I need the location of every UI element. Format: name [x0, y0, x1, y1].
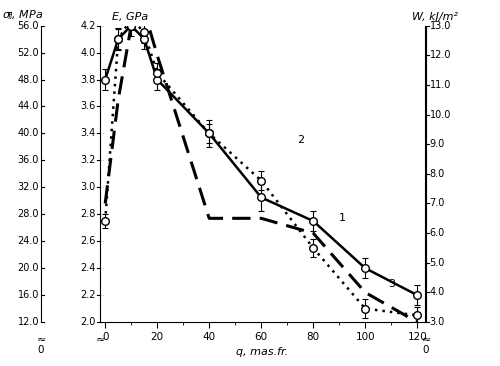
Text: $\sigma_{\!f\!l}$, MPa: $\sigma_{\!f\!l}$, MPa — [2, 8, 43, 22]
X-axis label: q, mas.fr.: q, mas.fr. — [236, 347, 288, 356]
Text: 9.0: 9.0 — [430, 139, 445, 149]
Text: 1: 1 — [339, 213, 346, 223]
Text: 44.0: 44.0 — [18, 101, 39, 112]
Text: 4.2: 4.2 — [80, 20, 96, 31]
Text: 28.0: 28.0 — [18, 209, 39, 219]
Text: 4.0: 4.0 — [80, 48, 96, 57]
Text: 3.8: 3.8 — [80, 75, 96, 85]
Text: 3.2: 3.2 — [80, 156, 96, 165]
Text: 3.0: 3.0 — [80, 182, 96, 192]
Text: 6.0: 6.0 — [430, 228, 445, 238]
Text: 40.0: 40.0 — [18, 128, 39, 138]
Text: 11.0: 11.0 — [430, 80, 451, 90]
Text: 48.0: 48.0 — [18, 75, 39, 85]
Text: 36.0: 36.0 — [18, 156, 39, 165]
Text: 10.0: 10.0 — [430, 109, 451, 120]
Text: 8.0: 8.0 — [430, 169, 445, 179]
Text: 2.6: 2.6 — [80, 236, 96, 246]
Text: E, GPa: E, GPa — [112, 12, 149, 22]
Text: $\approx$: $\approx$ — [94, 333, 106, 344]
Text: 0: 0 — [422, 344, 429, 355]
Text: 3.6: 3.6 — [80, 101, 96, 112]
Text: 32.0: 32.0 — [18, 182, 39, 192]
Text: 2.0: 2.0 — [80, 317, 96, 327]
Text: 13.0: 13.0 — [430, 20, 451, 31]
Text: 2: 2 — [298, 135, 304, 145]
Text: 52.0: 52.0 — [18, 48, 39, 57]
Text: 2.4: 2.4 — [80, 263, 96, 273]
Text: 24.0: 24.0 — [18, 236, 39, 246]
Text: 20.0: 20.0 — [18, 263, 39, 273]
Text: 2.2: 2.2 — [80, 290, 96, 300]
Text: 4.0: 4.0 — [430, 287, 445, 298]
Text: $\approx$: $\approx$ — [34, 333, 46, 344]
Text: $\approx$: $\approx$ — [420, 333, 432, 344]
Text: 7.0: 7.0 — [430, 198, 445, 209]
Text: 56.0: 56.0 — [18, 20, 39, 31]
Text: 3.4: 3.4 — [80, 128, 96, 138]
Text: 16.0: 16.0 — [18, 290, 39, 300]
Text: 5.0: 5.0 — [430, 258, 445, 268]
Text: W, kJ/m²: W, kJ/m² — [412, 12, 458, 22]
Text: 12.0: 12.0 — [430, 50, 451, 60]
Text: 3.0: 3.0 — [430, 317, 445, 327]
Text: 12.0: 12.0 — [18, 317, 39, 327]
Text: 0: 0 — [38, 344, 44, 355]
Text: 2.8: 2.8 — [80, 209, 96, 219]
Text: 3: 3 — [388, 279, 396, 288]
